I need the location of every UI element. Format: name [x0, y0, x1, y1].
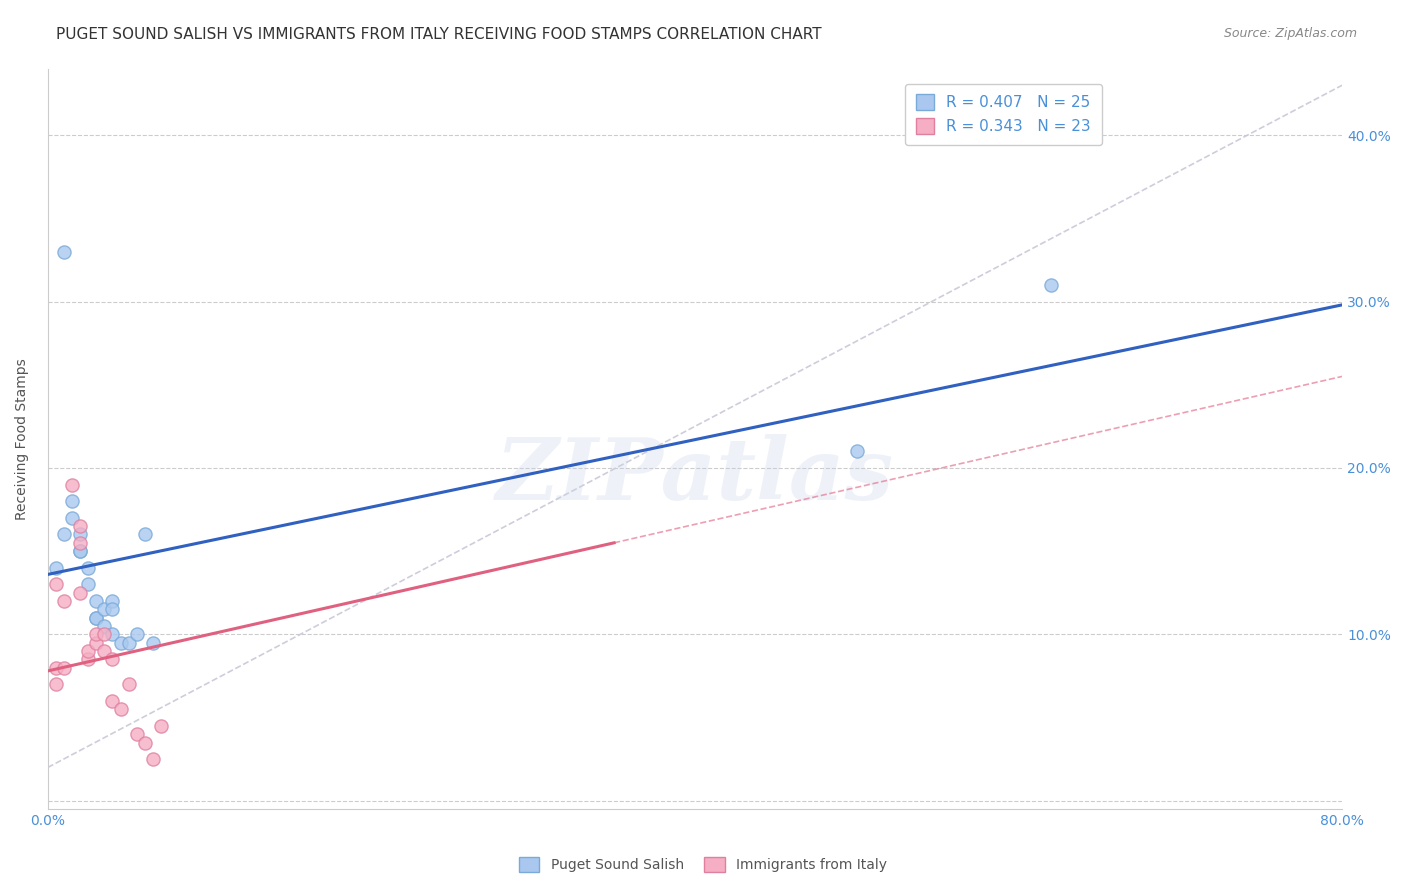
Point [69, 544, 91, 558]
Point [84, 610, 107, 624]
Point [93, 619, 115, 633]
Point [52, 527, 75, 541]
Point [93, 602, 115, 616]
Point [110, 702, 132, 716]
Point [101, 594, 124, 608]
Point [125, 727, 148, 741]
Point [101, 627, 124, 641]
Point [45, 660, 67, 674]
Point [101, 694, 124, 708]
Point [60, 511, 83, 525]
Point [69, 586, 91, 600]
Point [77, 652, 100, 666]
Point [118, 677, 141, 691]
Point [77, 561, 100, 575]
Point [142, 635, 165, 649]
Point [69, 544, 91, 558]
Point [60, 477, 83, 491]
Point [125, 627, 148, 641]
Point [69, 536, 91, 550]
Point [45, 677, 67, 691]
Point [52, 594, 75, 608]
Point [69, 527, 91, 541]
Point [69, 519, 91, 533]
Point [60, 494, 83, 508]
Point [84, 635, 107, 649]
Point [93, 644, 115, 658]
Legend: R = 0.407   N = 25, R = 0.343   N = 23: R = 0.407 N = 25, R = 0.343 N = 23 [905, 84, 1102, 145]
Point [118, 635, 141, 649]
Point [52, 244, 75, 259]
Y-axis label: Receiving Food Stamps: Receiving Food Stamps [15, 358, 30, 520]
Point [84, 594, 107, 608]
Point [45, 561, 67, 575]
Point [101, 652, 124, 666]
Point [845, 444, 868, 458]
Text: Source: ZipAtlas.com: Source: ZipAtlas.com [1223, 27, 1357, 40]
Text: ZIPatlas: ZIPatlas [496, 434, 894, 517]
Point [52, 660, 75, 674]
Legend: Puget Sound Salish, Immigrants from Italy: Puget Sound Salish, Immigrants from Ital… [510, 849, 896, 880]
Point [101, 602, 124, 616]
Point [93, 627, 115, 641]
Point [77, 577, 100, 591]
Point [84, 610, 107, 624]
Text: PUGET SOUND SALISH VS IMMIGRANTS FROM ITALY RECEIVING FOOD STAMPS CORRELATION CH: PUGET SOUND SALISH VS IMMIGRANTS FROM IT… [56, 27, 823, 42]
Point [77, 644, 100, 658]
Point [134, 527, 156, 541]
Point [150, 719, 173, 733]
Point [1040, 277, 1063, 292]
Point [142, 752, 165, 766]
Point [45, 577, 67, 591]
Point [110, 635, 132, 649]
Point [134, 735, 156, 749]
Point [84, 627, 107, 641]
